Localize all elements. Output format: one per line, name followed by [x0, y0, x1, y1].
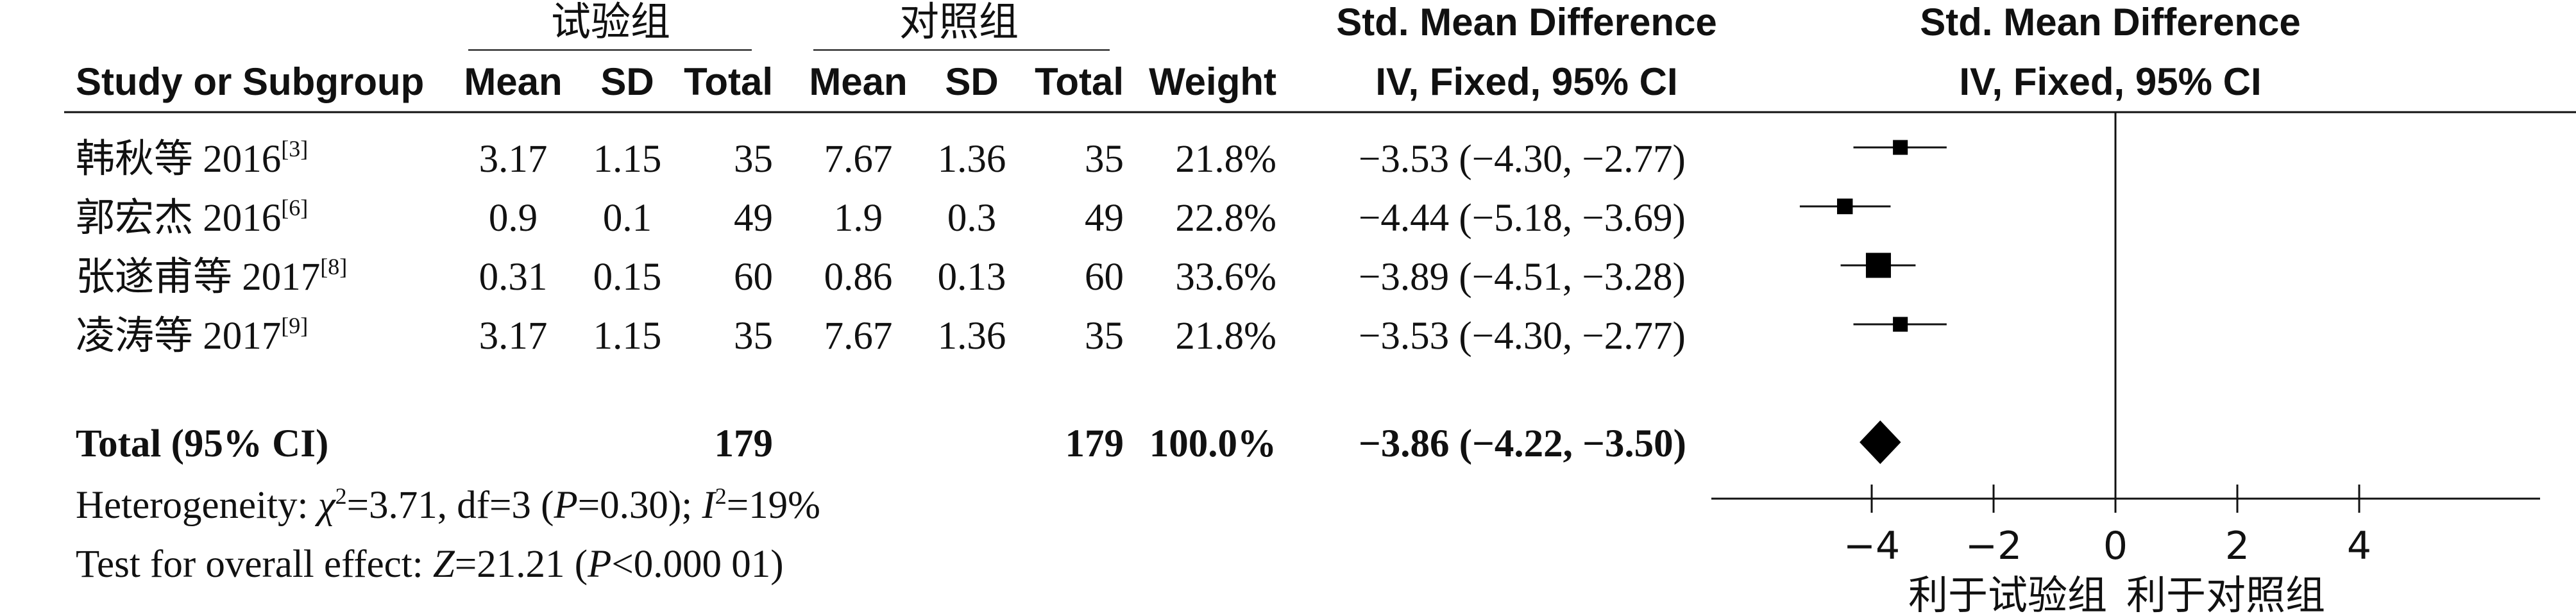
control-group-header: 对照组	[899, 0, 1019, 45]
x-tick-label: −4	[1843, 524, 1900, 568]
study-row: 韩秋等 2016[3] 3.17 1.15 35 7.67 1.36 35 21.8% −3.5…	[76, 136, 1686, 181]
study-name-text: 郭宏杰 2016	[76, 197, 281, 240]
total-ctl-n: 179	[1065, 422, 1124, 465]
exp-sd-header: SD	[600, 60, 654, 103]
study-weight: 21.8%	[1175, 138, 1276, 181]
study-exp-sd: 0.1	[603, 197, 652, 240]
study-ci-text: −3.53 (−4.30, −2.77)	[1359, 138, 1686, 181]
total-row: Total (95% CI) 179 179 100.0% −3.86 (−4.…	[76, 422, 1686, 465]
study-exp-total: 49	[734, 197, 773, 240]
study-exp-mean: 3.17	[479, 315, 548, 358]
study-reference: [8]	[320, 254, 347, 279]
study-name: 韩秋等 2016[3]	[76, 136, 308, 181]
study-reference: [6]	[281, 195, 308, 220]
study-rows: 韩秋等 2016[3] 3.17 1.15 35 7.67 1.36 35 21.8% −3.5…	[76, 136, 1686, 358]
study-exp-total: 60	[734, 256, 773, 299]
x-tick-label: 4	[2347, 524, 2371, 568]
heterogeneity-note: Heterogeneity: χ2=3.71, df=3 (P=0.30); I…	[76, 483, 820, 527]
exp-total-header: Total	[684, 60, 773, 103]
study-weight: 21.8%	[1175, 315, 1276, 358]
study-weight: 33.6%	[1175, 256, 1276, 299]
study-reference: [9]	[281, 313, 308, 338]
smd-method-header: IV, Fixed, 95% CI	[1375, 60, 1677, 103]
study-point-estimate	[1893, 140, 1908, 155]
ctl-mean-header: Mean	[809, 60, 907, 103]
study-name-text: 凌涛等 2017	[76, 315, 281, 358]
study-exp-mean: 3.17	[479, 138, 548, 181]
study-ctl-mean: 7.67	[824, 315, 893, 358]
study-exp-sd: 1.15	[593, 138, 662, 181]
study-exp-total: 35	[734, 315, 773, 358]
favours-experimental-label: 利于试验组	[1908, 572, 2107, 614]
study-ctl-total: 35	[1085, 138, 1124, 181]
weight-header: Weight	[1149, 60, 1276, 103]
study-point-estimate	[1836, 198, 1853, 215]
study-ctl-mean: 7.67	[824, 138, 893, 181]
study-name: 郭宏杰 2016[6]	[76, 195, 308, 240]
plot-method-header: IV, Fixed, 95% CI	[1959, 60, 2261, 103]
study-exp-mean: 0.31	[479, 256, 548, 299]
overall-effect-note: Test for overall effect: Z=21.21 (P<0.00…	[76, 543, 784, 586]
total-weight: 100.0%	[1149, 422, 1276, 465]
study-row: 郭宏杰 2016[6] 0.9 0.1 49 1.9 0.3 49 22.8% −4.44 (−…	[76, 195, 1686, 240]
study-ctl-sd: 0.3	[947, 197, 996, 240]
plot-area: −4 −2 0 2 4 利于试验组 利于对照组	[1711, 112, 2540, 614]
study-ctl-total: 35	[1085, 315, 1124, 358]
plot-column-title: Std. Mean Difference	[1920, 1, 2300, 44]
study-exp-sd: 0.15	[593, 256, 662, 299]
study-reference: [3]	[281, 136, 308, 162]
study-name: 凌涛等 2017[9]	[76, 313, 308, 358]
study-exp-total: 35	[734, 138, 773, 181]
favours-control-label: 利于对照组	[2126, 572, 2325, 614]
study-name-text: 张遂甫等 2017	[76, 256, 320, 299]
smd-column-title: Std. Mean Difference	[1336, 1, 1716, 44]
study-weight: 22.8%	[1175, 197, 1276, 240]
study-name: 张遂甫等 2017[8]	[76, 254, 347, 299]
x-tick-label: 0	[2103, 524, 2128, 568]
study-row: 张遂甫等 2017[8] 0.31 0.15 60 0.86 0.13 60 33.6% −3.…	[76, 254, 1686, 299]
study-exp-mean: 0.9	[489, 197, 538, 240]
total-ci-text: −3.86 (−4.22, −3.50)	[1359, 422, 1686, 465]
study-ctl-sd: 0.13	[938, 256, 1006, 299]
study-ci-text: −3.89 (−4.51, −3.28)	[1359, 256, 1686, 299]
study-ctl-mean: 1.9	[834, 197, 883, 240]
study-ci-text: −4.44 (−5.18, −3.69)	[1359, 197, 1686, 240]
study-name-text: 韩秋等 2016	[76, 138, 281, 181]
experimental-group-header: 试验组	[551, 0, 670, 45]
exp-mean-header: Mean	[464, 60, 562, 103]
pooled-estimate-diamond	[1860, 420, 1901, 464]
study-exp-sd: 1.15	[593, 315, 662, 358]
x-tick-label: −2	[1965, 524, 2022, 568]
study-row: 凌涛等 2017[9] 3.17 1.15 35 7.67 1.36 35 21.8% −3.5…	[76, 313, 1686, 358]
study-column-header: Study or Subgroup	[76, 60, 424, 103]
total-exp-n: 179	[715, 422, 774, 465]
total-label: Total (95% CI)	[76, 422, 328, 465]
study-ctl-mean: 0.86	[824, 256, 893, 299]
ctl-sd-header: SD	[945, 60, 998, 103]
study-ctl-total: 60	[1085, 256, 1124, 299]
study-ctl-total: 49	[1085, 197, 1124, 240]
study-ci-text: −3.53 (−4.30, −2.77)	[1359, 315, 1686, 358]
study-ctl-sd: 1.36	[938, 138, 1006, 181]
study-point-estimate	[1893, 317, 1908, 332]
ctl-total-header: Total	[1035, 60, 1124, 103]
study-point-estimate	[1865, 253, 1891, 278]
x-tick-label: 2	[2225, 524, 2250, 568]
study-ctl-sd: 1.36	[938, 315, 1006, 358]
